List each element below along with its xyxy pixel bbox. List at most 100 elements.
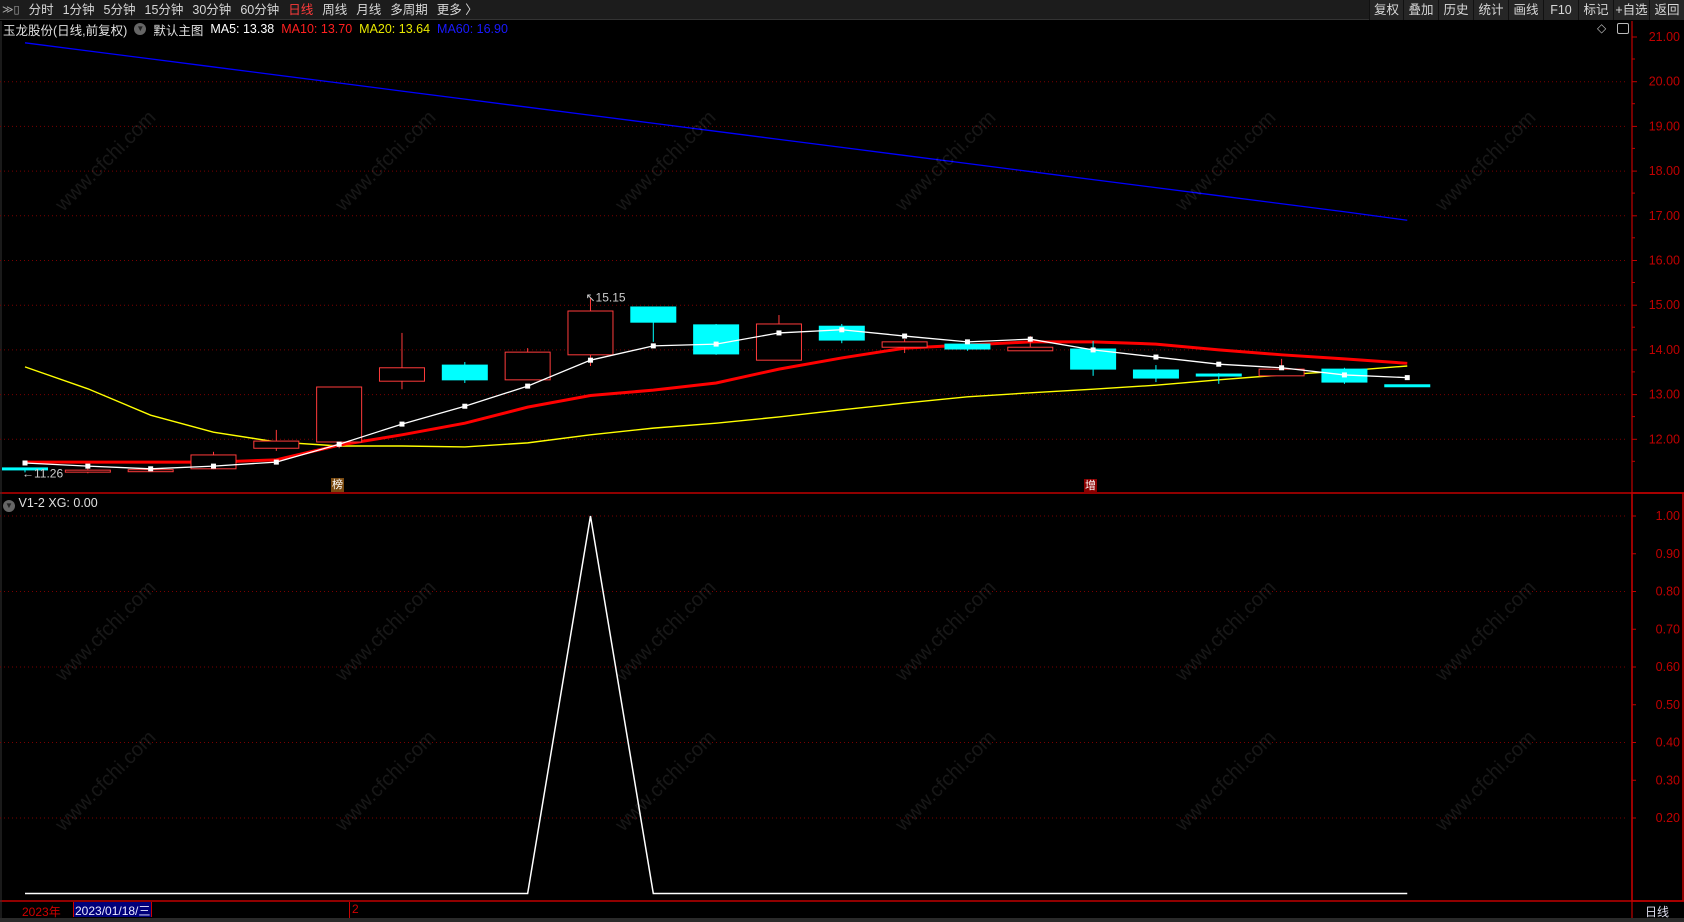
- candle-body: [316, 386, 363, 443]
- ma5-point: [336, 441, 342, 447]
- ma5-point: [85, 463, 91, 469]
- tab-5min[interactable]: 5分钟: [103, 3, 136, 17]
- y-tick-label: 0.90: [1656, 547, 1680, 561]
- chevron-down-icon[interactable]: ▼: [3, 500, 15, 512]
- ma20-label: MA20: 13.64: [359, 22, 431, 36]
- sub-axis-frame: [1631, 492, 1684, 902]
- add-watchlist-button[interactable]: +自选: [1613, 0, 1649, 20]
- y-tick-label: 15.00: [1649, 298, 1680, 312]
- back-button[interactable]: 返回: [1649, 0, 1684, 20]
- candle-body: [2, 467, 48, 471]
- low-price-annotation: ←11.26: [22, 466, 63, 480]
- y-tick-label: 16.00: [1649, 254, 1680, 268]
- bottom-tab-strip: [0, 918, 1684, 922]
- chevron-down-icon[interactable]: ▼: [134, 23, 147, 35]
- template-selector[interactable]: 默认主图: [153, 23, 204, 38]
- ma5-point: [1279, 365, 1285, 371]
- draw-line-button[interactable]: 画线: [1508, 0, 1543, 20]
- ma5-point: [525, 383, 531, 389]
- tab-multi-period[interactable]: 多周期: [390, 3, 428, 17]
- ma5-point: [776, 330, 782, 336]
- v1-2-line: [25, 515, 1408, 895]
- candle-body: [693, 324, 740, 355]
- indicator-label: V1-2 XG: 0.00: [18, 496, 98, 510]
- y-tick-label: 20.00: [1649, 75, 1680, 89]
- f10-button[interactable]: F10: [1543, 0, 1578, 20]
- candle-body: [630, 306, 677, 323]
- candle-body: [1132, 369, 1179, 379]
- candle-body: [441, 364, 488, 381]
- ma60-label: MA60: 16.90: [437, 22, 508, 36]
- ma5-point: [839, 327, 845, 333]
- y-tick-label: 0.70: [1656, 622, 1680, 636]
- bang-marker[interactable]: 榜: [331, 478, 344, 492]
- y-tick-label: 12.00: [1649, 432, 1680, 446]
- y-tick-label: 0.30: [1656, 773, 1680, 787]
- ma-line-ma60: [24, 42, 1408, 221]
- panel-toggle-icon[interactable]: [1617, 23, 1629, 34]
- tab-fenshi[interactable]: 分时: [28, 3, 54, 17]
- ma5-point: [1090, 347, 1096, 353]
- tab-more[interactable]: 更多 〉: [436, 3, 478, 17]
- y-tick-label: 17.00: [1649, 209, 1680, 223]
- tab-daily[interactable]: 日线: [288, 3, 314, 17]
- main-chart-title: 玉龙股份(日线,前复权) ▼ 默认主图 MA5: 13.38 MA10: 13.…: [0, 21, 1632, 38]
- ma5-point: [650, 343, 656, 349]
- y-tick-label: 0.40: [1656, 736, 1680, 750]
- history-button[interactable]: 历史: [1438, 0, 1473, 20]
- tab-weekly[interactable]: 周线: [322, 3, 348, 17]
- candle-body: [1384, 384, 1431, 388]
- y-tick-label: 19.00: [1649, 119, 1680, 133]
- candle-body: [504, 351, 551, 381]
- ma5-point: [273, 459, 279, 465]
- tab-1min[interactable]: 1分钟: [62, 3, 95, 17]
- date-axis: 2023年 2023/01/18/三 2 日线: [0, 902, 1684, 919]
- y-tick-label: 1.00: [1656, 509, 1680, 523]
- ma5-point: [148, 466, 154, 472]
- y-tick-label: 0.50: [1656, 698, 1680, 712]
- cursor-date: 2023/01/18/三: [73, 902, 153, 918]
- candle-body: [253, 440, 300, 449]
- tab-30min[interactable]: 30分钟: [192, 3, 232, 17]
- tab-60min[interactable]: 60分钟: [240, 3, 280, 17]
- ma5-label: MA5: 13.38: [210, 22, 275, 36]
- y-tick-label: 0.80: [1656, 585, 1680, 599]
- candle-body: [64, 469, 111, 473]
- ma5-point: [1216, 361, 1222, 367]
- candle-body: [1195, 373, 1242, 377]
- overlay-button[interactable]: 叠加: [1403, 0, 1438, 20]
- ma5-point: [1404, 375, 1410, 381]
- diamond-icon[interactable]: ◇: [1597, 21, 1607, 35]
- mark-button[interactable]: 标记: [1578, 0, 1613, 20]
- y-tick-label: 13.00: [1649, 388, 1680, 402]
- sub-chart-title: ▼ V1-2 XG: 0.00: [3, 496, 98, 512]
- candle-body: [378, 367, 425, 382]
- candle-body: [818, 325, 865, 341]
- y-tick-label: 0.20: [1656, 811, 1680, 825]
- ma5-point: [902, 333, 908, 339]
- zeng-marker[interactable]: 增: [1084, 479, 1097, 493]
- ma5-point: [399, 421, 405, 427]
- ma5-point: [462, 403, 468, 409]
- stock-name: 玉龙股份(日线,前复权): [3, 23, 128, 38]
- collapse-icon[interactable]: ≫▯: [2, 4, 20, 16]
- ma5-point: [210, 463, 216, 469]
- ma-line-ma10: [25, 340, 1408, 464]
- tab-monthly[interactable]: 月线: [356, 3, 382, 17]
- ma5-point: [587, 357, 593, 363]
- candle-body: [1007, 346, 1054, 352]
- ma5-point: [713, 341, 719, 347]
- high-price-annotation: ↖15.15: [585, 290, 625, 304]
- ma5-point: [964, 339, 970, 345]
- period-toolbar: ≫▯ 分时 1分钟 5分钟 15分钟 30分钟 60分钟 日线 周线 月线 多周…: [0, 0, 1684, 20]
- period-tabs: ≫▯ 分时 1分钟 5分钟 15分钟 30分钟 60分钟 日线 周线 月线 多周…: [2, 0, 478, 20]
- candle-body: [881, 341, 928, 348]
- period-label: 日线: [1645, 905, 1670, 919]
- tab-15min[interactable]: 15分钟: [144, 3, 184, 17]
- y-tick-label: 18.00: [1649, 164, 1680, 178]
- ma5-point: [1341, 372, 1347, 378]
- y-tick-label: 0.60: [1656, 660, 1680, 674]
- restore-rights-button[interactable]: 复权: [1369, 0, 1403, 20]
- statistics-button[interactable]: 统计: [1473, 0, 1508, 20]
